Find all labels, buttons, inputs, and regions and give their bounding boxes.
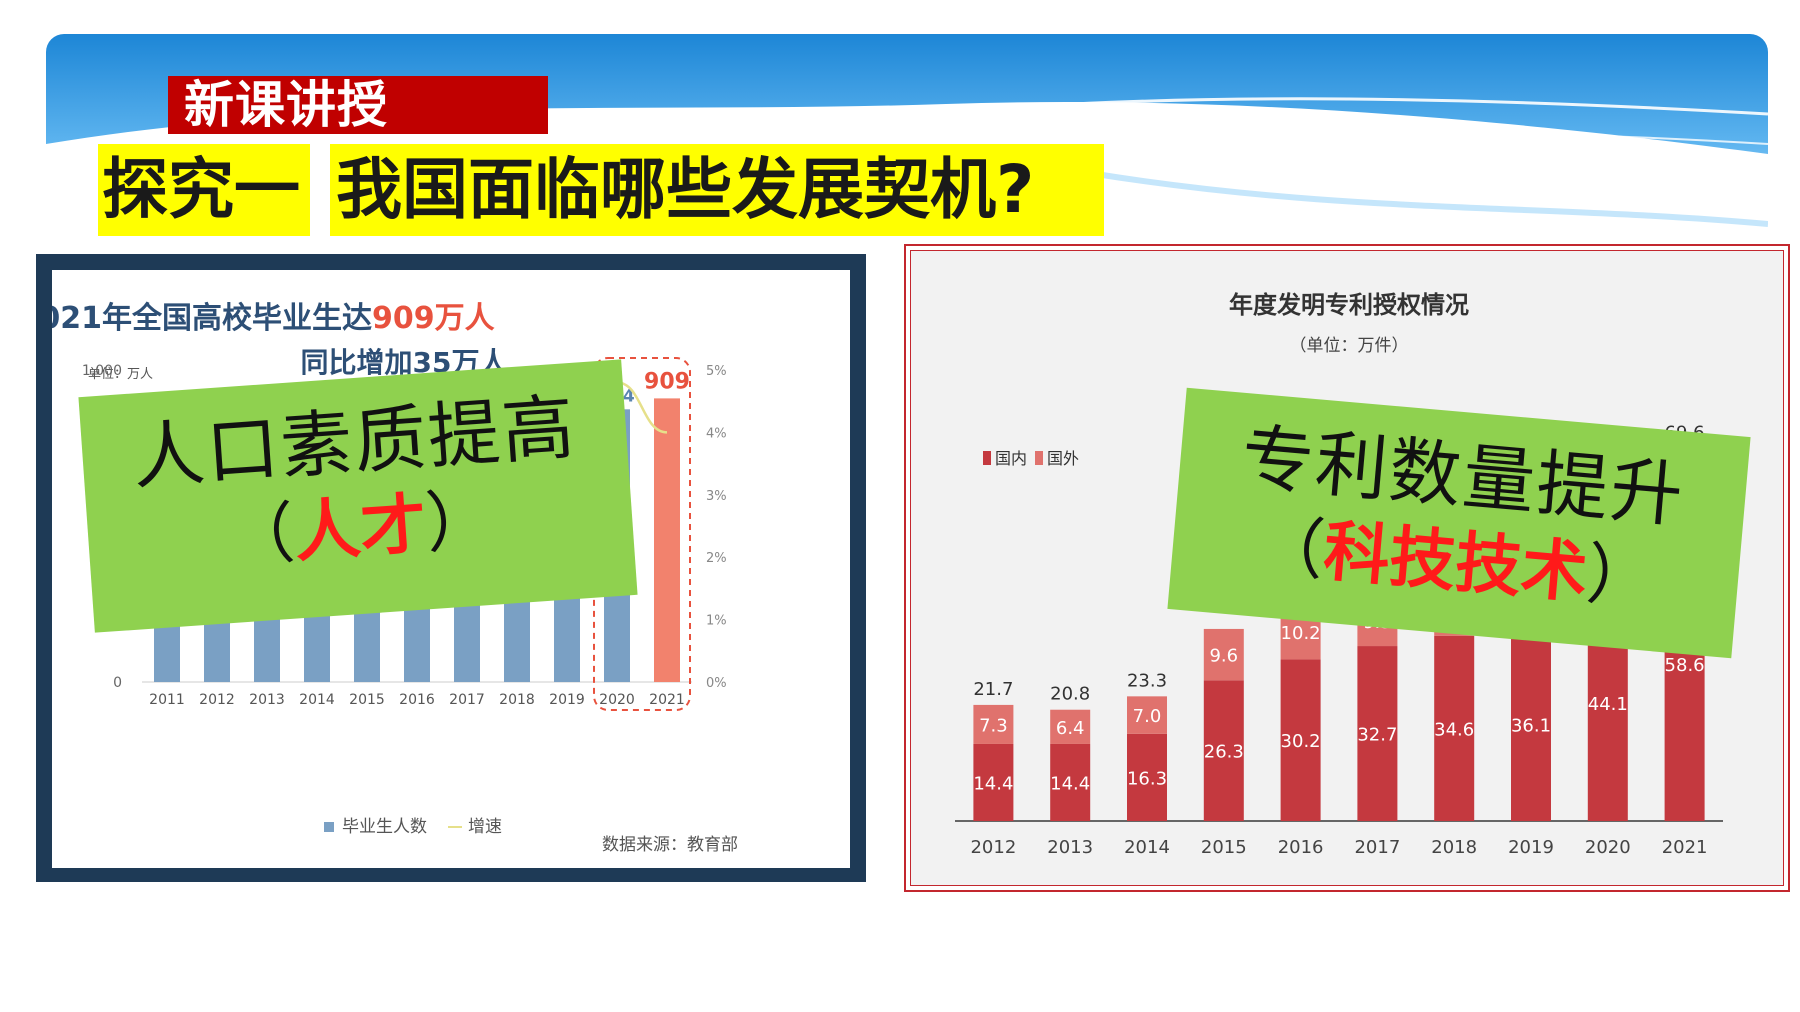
y2-tick-label: 4% <box>706 426 727 441</box>
x-tick-label: 2013 <box>1047 837 1093 858</box>
patents-chart-unit: （单位：万件） <box>1290 336 1409 356</box>
domestic-value-label: 58.6 <box>1665 655 1705 676</box>
x-tick-label: 2014 <box>1124 837 1170 858</box>
foreign-value-label: 7.3 <box>979 715 1008 736</box>
domestic-bar <box>1280 659 1321 821</box>
x-tick-label: 2020 <box>599 692 635 708</box>
x-tick-label: 2018 <box>1431 837 1477 858</box>
graduates-data-label: 909 <box>644 369 690 394</box>
x-tick-label: 2013 <box>249 692 285 708</box>
title-question: 我国面临哪些发展契机? <box>330 144 1104 236</box>
y2-tick-label: 3% <box>706 489 727 504</box>
x-tick-label: 2017 <box>449 692 485 708</box>
x-tick-label: 2019 <box>1508 837 1554 858</box>
foreign-bar <box>1050 709 1091 744</box>
domestic-value-label: 16.3 <box>1127 768 1167 789</box>
foreign-bar <box>973 704 1014 744</box>
legend-label-foreign: 国外 <box>1047 449 1079 468</box>
total-value-label: 20.8 <box>1050 684 1090 705</box>
domestic-value-label: 30.2 <box>1281 731 1321 752</box>
x-tick-label: 2017 <box>1354 837 1400 858</box>
y2-tick-label: 5% <box>706 364 727 379</box>
x-tick-label: 2014 <box>299 692 335 708</box>
x-tick-label: 2012 <box>199 692 235 708</box>
domestic-value-label: 36.1 <box>1511 715 1551 736</box>
x-tick-label: 2020 <box>1585 837 1631 858</box>
title-prefix: 探究一 <box>98 144 310 236</box>
x-tick-label: 2015 <box>349 692 385 708</box>
x-tick-label: 2021 <box>1662 837 1708 858</box>
y-tick-label: 0 <box>113 675 122 691</box>
legend-swatch-domestic <box>983 451 991 465</box>
legend-label-graduates: 毕业生人数 <box>342 817 427 837</box>
y2-tick-label: 2% <box>706 551 727 566</box>
total-value-label: 21.7 <box>973 679 1013 700</box>
domestic-bar <box>1511 627 1551 821</box>
domestic-bar <box>1357 646 1398 821</box>
domestic-value-label: 32.7 <box>1357 725 1397 746</box>
domestic-value-label: 34.6 <box>1434 719 1474 740</box>
talent-keyword: 人才 <box>291 485 429 572</box>
y2-tick-label: 1% <box>706 614 727 629</box>
foreign-bar <box>1203 628 1244 681</box>
patents-bars: 14.4 7.3 21.7 2012 14.4 6.4 20.8 2013 16.3 7.0 23.… <box>955 423 1723 858</box>
talent-callout: 人口素质提高 （人才） <box>78 359 638 633</box>
domestic-bar <box>1434 635 1475 821</box>
patents-chart-title: 年度发明专利授权情况 <box>1229 291 1469 319</box>
domestic-bar <box>973 743 1014 821</box>
graduates-chart-title: 2021年全国高校毕业生达 <box>52 301 372 336</box>
x-tick-label: 2011 <box>149 692 185 708</box>
x-tick-label: 2021 <box>649 692 685 708</box>
domestic-bar <box>1127 733 1167 821</box>
foreign-bar <box>1127 696 1167 734</box>
graduates-chart-unit: 单位：万人 <box>88 367 153 382</box>
domestic-bar <box>1050 743 1091 821</box>
x-tick-label: 2012 <box>970 837 1016 858</box>
legend-swatch-graduates <box>324 822 334 832</box>
graduates-chart-title-highlight: 909万人 <box>372 301 495 336</box>
graduates-chart-source: 数据来源：教育部 <box>602 835 738 855</box>
foreign-value-label: 9.6 <box>1209 646 1238 667</box>
domestic-value-label: 44.1 <box>1588 694 1628 715</box>
domestic-value-label: 26.3 <box>1204 742 1244 763</box>
technology-keyword: 科技技术 <box>1320 512 1591 613</box>
x-tick-label: 2015 <box>1201 837 1247 858</box>
domestic-bar <box>1203 680 1244 821</box>
domestic-value-label: 14.4 <box>973 773 1013 794</box>
foreign-value-label: 10.2 <box>1281 623 1321 644</box>
y2-tick-label: 0% <box>706 676 727 691</box>
graduates-bar <box>654 398 680 682</box>
y-tick-label: 1,000 <box>82 363 122 379</box>
section-tag: 新课讲授 <box>168 76 548 134</box>
foreign-value-label: 7.0 <box>1133 706 1162 727</box>
legend-swatch-foreign <box>1035 451 1043 465</box>
x-tick-label: 2016 <box>399 692 435 708</box>
total-value-label: 23.3 <box>1127 670 1167 691</box>
x-tick-label: 2019 <box>549 692 585 708</box>
legend-label-growth: 增速 <box>468 817 502 837</box>
foreign-value-label: 6.4 <box>1056 718 1085 739</box>
x-tick-label: 2016 <box>1278 837 1324 858</box>
legend-label-domestic: 国内 <box>995 449 1027 468</box>
x-tick-label: 2018 <box>499 692 535 708</box>
domestic-value-label: 14.4 <box>1050 773 1090 794</box>
